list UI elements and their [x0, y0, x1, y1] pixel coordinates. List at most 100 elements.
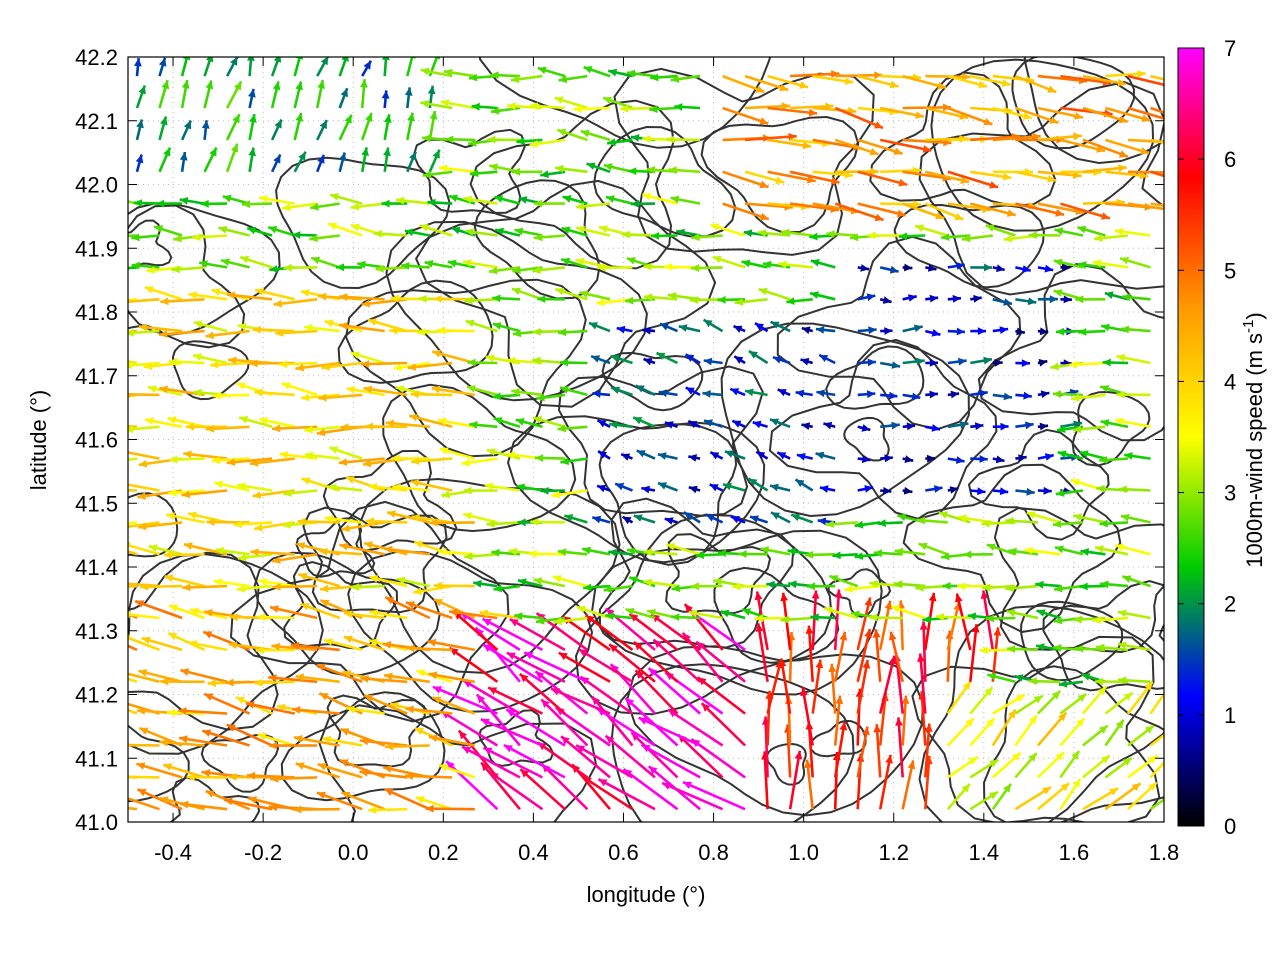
wind-arrow-head — [271, 642, 280, 651]
wind-arrow-shaft — [1127, 106, 1164, 120]
wind-arrow-head — [576, 225, 585, 234]
wind-arrow-head — [854, 520, 864, 529]
wind-arrow-head — [211, 456, 221, 465]
wind-arrow-head — [605, 735, 615, 744]
wind-arrow-head — [1003, 298, 1012, 306]
wind-arrow-head — [384, 545, 393, 554]
wind-arrow-shaft — [128, 636, 160, 652]
wind-arrow-shaft — [647, 667, 701, 715]
wind-arrow-shaft — [128, 457, 138, 462]
wind-arrow-head — [683, 781, 692, 789]
wind-arrow-head — [557, 128, 567, 137]
wind-arrow-head — [492, 322, 502, 330]
wind-arrow-shaft — [590, 695, 634, 747]
wind-arrow-head — [431, 385, 441, 394]
wind-arrow-head — [889, 265, 899, 274]
wind-arrow-head — [1118, 641, 1127, 650]
wind-arrow-head — [411, 513, 421, 522]
wind-arrow-head — [482, 618, 492, 627]
wind-arrow-head — [222, 194, 232, 203]
wind-arrow-shaft — [661, 781, 724, 811]
wind-arrow-head — [254, 388, 263, 397]
wind-arrow-head — [941, 233, 950, 241]
wind-arrow-head — [179, 735, 188, 743]
contour-line — [768, 338, 998, 520]
wind-arrow-head — [514, 227, 524, 236]
wind-arrow-head — [941, 552, 950, 561]
wind-arrow-head — [555, 287, 565, 296]
wind-arrow-head — [667, 292, 677, 300]
wind-arrow-head — [745, 388, 754, 397]
wind-arrow-head — [463, 195, 472, 204]
wind-arrow-head — [119, 481, 128, 489]
wind-arrow-head — [490, 71, 499, 80]
wind-arrow-head — [205, 80, 214, 90]
wind-arrow-head — [375, 264, 384, 273]
wind-arrow-head — [237, 553, 247, 562]
wind-arrow-head — [226, 458, 236, 466]
wind-arrow-head — [762, 260, 772, 269]
wind-arrow-head — [1002, 172, 1012, 181]
wind-arrow-head — [156, 199, 165, 208]
wind-arrow-head — [1016, 327, 1025, 336]
wind-arrow-shaft — [918, 653, 927, 714]
wind-arrow-shaft — [889, 631, 904, 683]
wind-arrow-head — [449, 608, 458, 617]
wind-arrow-head — [916, 357, 925, 366]
wind-arrow-head — [409, 151, 417, 161]
wind-arrow-head — [1094, 677, 1104, 686]
wind-arrow-head — [339, 322, 348, 330]
wind-arrow-head — [952, 294, 961, 303]
wind-arrow-head — [757, 229, 767, 238]
wind-arrow-head — [873, 724, 882, 733]
wind-arrow-head — [540, 486, 549, 495]
wind-arrow-head — [996, 264, 1005, 273]
wind-arrow-head — [363, 385, 373, 394]
wind-arrow-head — [555, 707, 565, 716]
wind-arrow-head — [552, 575, 562, 583]
wind-arrow-head — [95, 584, 103, 592]
x-tick-label: -0.2 — [244, 840, 282, 865]
wind-arrow-head — [999, 326, 1009, 334]
wind-arrow-head — [1063, 295, 1072, 304]
wind-arrow-shaft — [506, 651, 566, 683]
wind-arrow-head — [561, 226, 571, 234]
wind-arrow-head — [1104, 291, 1114, 299]
wind-arrow-head — [561, 257, 571, 266]
wind-arrow-head — [1053, 258, 1063, 267]
wind-arrow-head — [428, 671, 438, 680]
wind-arrow-head — [734, 298, 744, 306]
wind-arrow-shaft — [384, 596, 431, 620]
wind-arrow-head — [143, 362, 153, 371]
wind-arrow-head — [800, 358, 810, 366]
wind-arrow-head — [683, 512, 693, 520]
wind-arrow-head — [188, 640, 198, 648]
wind-arrow-head — [429, 734, 438, 743]
wind-arrow-head — [436, 326, 446, 335]
wind-arrow-head — [341, 791, 351, 799]
x-tick-label: 1.0 — [788, 840, 819, 865]
wind-arrow-head — [815, 659, 824, 669]
x-tick-label: 0.0 — [338, 840, 369, 865]
wind-arrow-head — [1109, 788, 1119, 796]
wind-arrow-shaft — [128, 425, 138, 429]
wind-arrow-head — [240, 255, 250, 264]
wind-arrow-head — [1050, 362, 1059, 371]
wind-arrow-head — [324, 319, 334, 328]
wind-arrow-head — [188, 291, 198, 300]
contour-line — [700, 115, 860, 234]
wind-arrow-head — [1100, 419, 1110, 427]
wind-arrow-shaft — [628, 612, 679, 651]
wind-arrow-head — [1075, 295, 1084, 304]
wind-arrow-head — [509, 619, 519, 627]
wind-arrow-head — [642, 192, 652, 201]
wind-arrow-head — [391, 454, 400, 463]
wind-arrow-head — [752, 420, 762, 429]
wind-arrow-head — [277, 703, 286, 712]
wind-arrow-shaft — [677, 733, 724, 779]
wind-arrow-head — [193, 353, 202, 361]
wind-arrow-shaft — [789, 170, 840, 184]
wind-arrow-head — [181, 80, 190, 89]
wind-arrow-head — [576, 202, 585, 211]
wind-arrow-head — [427, 85, 436, 95]
